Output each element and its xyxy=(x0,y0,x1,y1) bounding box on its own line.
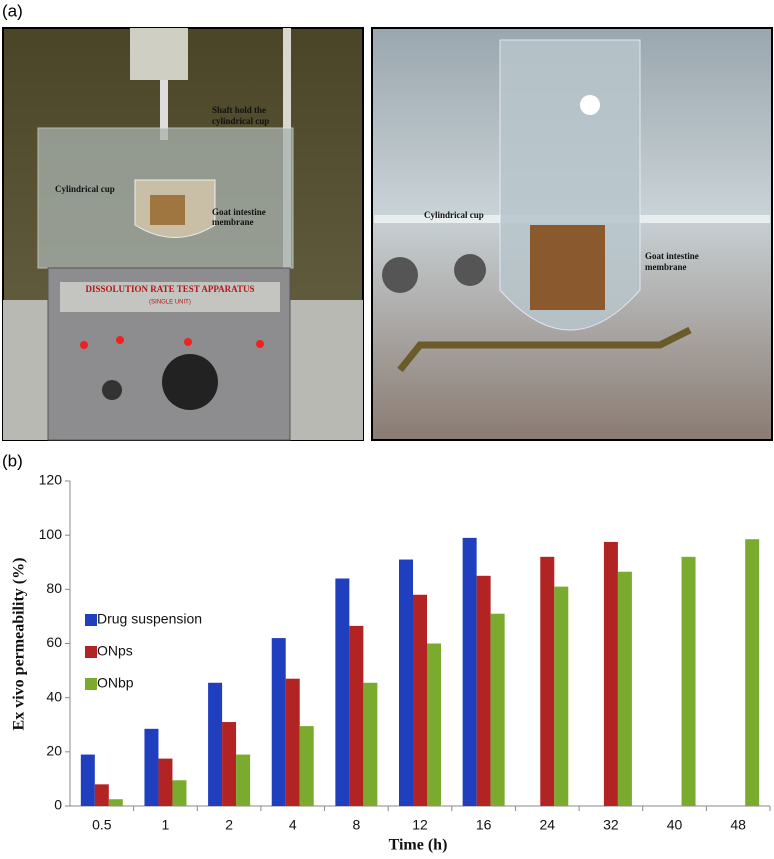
y-axis-title: Ex vivo permeability (%) xyxy=(11,558,28,731)
bar xyxy=(349,625,364,806)
panel-label: (b) xyxy=(2,451,23,470)
bar xyxy=(80,754,95,806)
bar xyxy=(271,638,286,806)
x-tick-label: 16 xyxy=(476,817,492,833)
x-tick-label: 4 xyxy=(289,817,297,833)
apparatus-subtitle: (SINGLE UNIT) xyxy=(149,300,191,306)
legend-swatch xyxy=(85,646,97,658)
bar xyxy=(462,537,477,806)
x-axis-title: Time (h) xyxy=(389,837,448,854)
y-tick-label: 0 xyxy=(54,797,62,813)
legend-swatch xyxy=(85,614,97,626)
bar xyxy=(335,578,350,806)
x-tick-label: 0.5 xyxy=(92,817,112,833)
legend-swatch xyxy=(85,678,97,690)
y-tick-label: 60 xyxy=(46,634,62,650)
x-tick-label: 12 xyxy=(412,817,428,833)
bar xyxy=(476,575,491,806)
bar xyxy=(363,682,378,806)
annotation: Goat intestine xyxy=(645,251,699,261)
panel-label: (a) xyxy=(2,1,23,20)
y-tick-label: 20 xyxy=(46,743,62,759)
bar xyxy=(617,571,632,806)
apparatus-title: DISSOLUTION RATE TEST APPARATUS xyxy=(86,284,255,294)
bar xyxy=(158,758,173,806)
left-photo: DISSOLUTION RATE TEST APPARATUS (SINGLE … xyxy=(2,27,364,441)
y-tick-label: 40 xyxy=(46,688,62,704)
legend-label: ONbp xyxy=(97,675,134,691)
bar xyxy=(603,541,618,806)
bar xyxy=(413,594,427,806)
bar xyxy=(285,678,300,806)
right-photo: Cylindrical cup Goat intestine membrane xyxy=(371,27,773,441)
x-tick-label: 32 xyxy=(603,817,619,833)
legend-label: Drug suspension xyxy=(97,611,202,627)
annotation: Goat intestine xyxy=(212,207,266,217)
y-tick-label: 80 xyxy=(46,580,62,596)
annotation: membrane xyxy=(212,217,254,227)
x-tick-label: 40 xyxy=(667,817,683,833)
legend-label: ONps xyxy=(97,643,133,659)
y-tick-label: 100 xyxy=(39,526,63,542)
bar xyxy=(745,539,760,806)
bar xyxy=(681,556,696,806)
annotation: cylindrical cup xyxy=(212,116,269,126)
bar xyxy=(144,728,159,806)
x-tick-label: 8 xyxy=(352,817,360,833)
bar xyxy=(236,754,251,806)
bar xyxy=(540,556,555,806)
bar xyxy=(299,726,314,806)
bar xyxy=(108,799,123,806)
bar xyxy=(94,784,109,806)
x-tick-label: 24 xyxy=(539,817,555,833)
bar xyxy=(208,682,223,806)
bar xyxy=(554,586,569,806)
annotation: Cylindrical cup xyxy=(55,184,115,194)
bar xyxy=(399,559,413,806)
bar xyxy=(490,613,505,806)
bar xyxy=(427,643,441,806)
x-tick-label: 1 xyxy=(162,817,170,833)
y-tick-label: 120 xyxy=(39,472,63,488)
annotation: Shaft hold the xyxy=(212,105,266,115)
bar xyxy=(172,780,187,806)
annotation: Cylindrical cup xyxy=(424,210,484,220)
x-tick-label: 48 xyxy=(730,817,746,833)
annotation: membrane xyxy=(645,262,687,272)
bar xyxy=(222,722,237,806)
x-tick-label: 2 xyxy=(225,817,233,833)
